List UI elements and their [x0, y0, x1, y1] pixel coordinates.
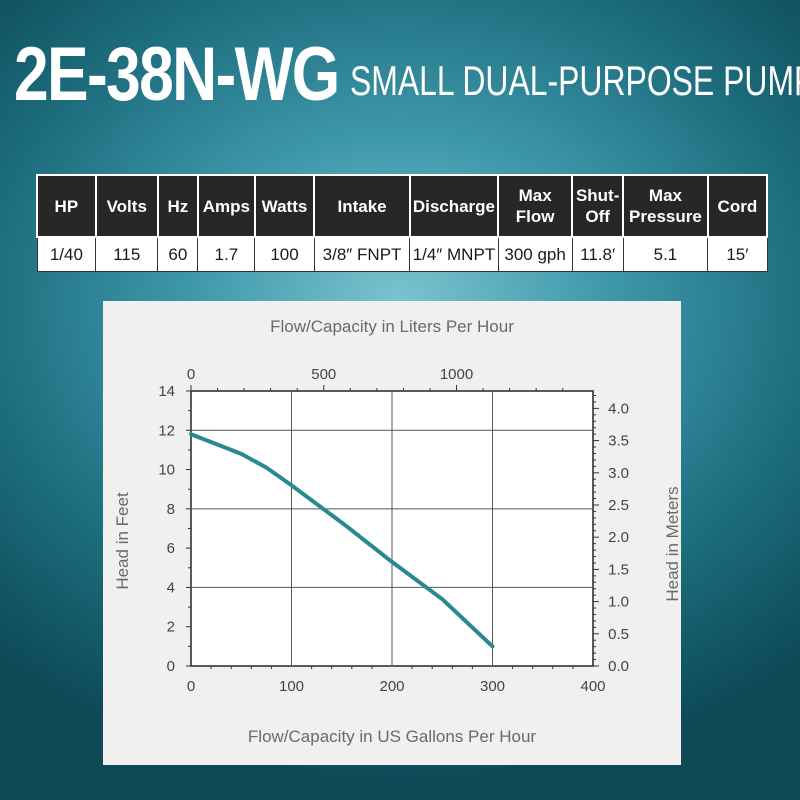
- spec-value-volts: 115: [95, 236, 159, 272]
- product-subtitle: SMALL DUAL-PURPOSE PUMP: [350, 57, 800, 104]
- spec-header-volts: Volts: [94, 174, 159, 238]
- spec-header-cord: Cord: [706, 174, 769, 238]
- performance-chart-panel: Flow/Capacity in Liters Per Hour Flow/Ca…: [103, 301, 681, 765]
- left-axis-title: Head in Feet: [113, 492, 132, 590]
- y-tick-label: 14: [158, 383, 175, 400]
- y-tick-label: 12: [158, 422, 175, 439]
- spec-value-watts: 100: [254, 236, 315, 272]
- x2-tick-label: 0: [187, 366, 195, 383]
- y2-tick-label: 3.0: [608, 465, 629, 482]
- specs-value-row: 1/40 115 60 1.7 100 3/8″ FNPT 1/4″ MNPT …: [36, 236, 768, 272]
- spec-value-discharge: 1/4″ MNPT: [409, 236, 499, 272]
- x2-tick-label: 500: [311, 366, 336, 383]
- spec-value-intake: 3/8″ FNPT: [313, 236, 411, 272]
- spec-value-amps: 1.7: [197, 236, 256, 272]
- spec-value-cord: 15′: [707, 236, 768, 272]
- y2-tick-label: 3.5: [608, 433, 629, 450]
- spec-value-max-flow: 300 gph: [497, 236, 573, 272]
- spec-value-hz: 60: [157, 236, 199, 272]
- bottom-axis-title: Flow/Capacity in US Gallons Per Hour: [248, 727, 537, 746]
- spec-header-intake: Intake: [313, 174, 411, 238]
- x-tick-label: 400: [580, 678, 605, 695]
- right-axis-title: Head in Meters: [663, 486, 681, 601]
- spec-header-hz: Hz: [156, 174, 199, 238]
- x-tick-label: 100: [279, 678, 304, 695]
- spec-header-discharge: Discharge: [408, 174, 500, 238]
- y2-tick-label: 0.5: [608, 626, 629, 643]
- y-tick-label: 2: [167, 619, 175, 636]
- spec-header-shut-off: Shut- Off: [571, 174, 625, 238]
- spec-value-shut-off: 11.8′: [571, 236, 624, 272]
- x-tick-label: 300: [480, 678, 505, 695]
- y2-tick-label: 1.5: [608, 561, 629, 578]
- spec-header-amps: Amps: [196, 174, 256, 238]
- y-tick-label: 4: [167, 579, 175, 596]
- model-name: 2E-38N-WG: [14, 32, 340, 117]
- title-row: 2E-38N-WG SMALL DUAL-PURPOSE PUMP: [14, 30, 800, 120]
- spec-value-max-pressure: 5.1: [622, 236, 709, 272]
- x-tick-label: 0: [187, 678, 195, 695]
- y2-tick-label: 1.0: [608, 594, 629, 611]
- specs-header-row: HP Volts Hz Amps Watts Intake Discharge …: [36, 174, 769, 238]
- y-tick-label: 6: [167, 540, 175, 557]
- spec-value-hp: 1/40: [36, 236, 97, 272]
- y-tick-label: 0: [167, 658, 175, 675]
- spec-header-max-flow: Max Flow: [497, 174, 574, 238]
- y2-tick-label: 4.0: [608, 400, 629, 417]
- x-tick-label: 200: [379, 678, 404, 695]
- y-tick-label: 10: [158, 462, 175, 479]
- specs-table: HP Volts Hz Amps Watts Intake Discharge …: [36, 174, 769, 272]
- y-tick-label: 8: [167, 501, 175, 518]
- x2-tick-label: 1000: [440, 366, 473, 383]
- spec-header-hp: HP: [36, 174, 97, 238]
- spec-header-max-pressure: Max Pressure: [622, 174, 709, 238]
- spec-header-watts: Watts: [253, 174, 316, 238]
- y2-tick-label: 2.5: [608, 497, 629, 514]
- y2-tick-label: 0.0: [608, 658, 629, 675]
- performance-chart: Flow/Capacity in Liters Per Hour Flow/Ca…: [113, 317, 681, 746]
- y2-tick-label: 2.0: [608, 529, 629, 546]
- top-axis-title: Flow/Capacity in Liters Per Hour: [270, 317, 514, 336]
